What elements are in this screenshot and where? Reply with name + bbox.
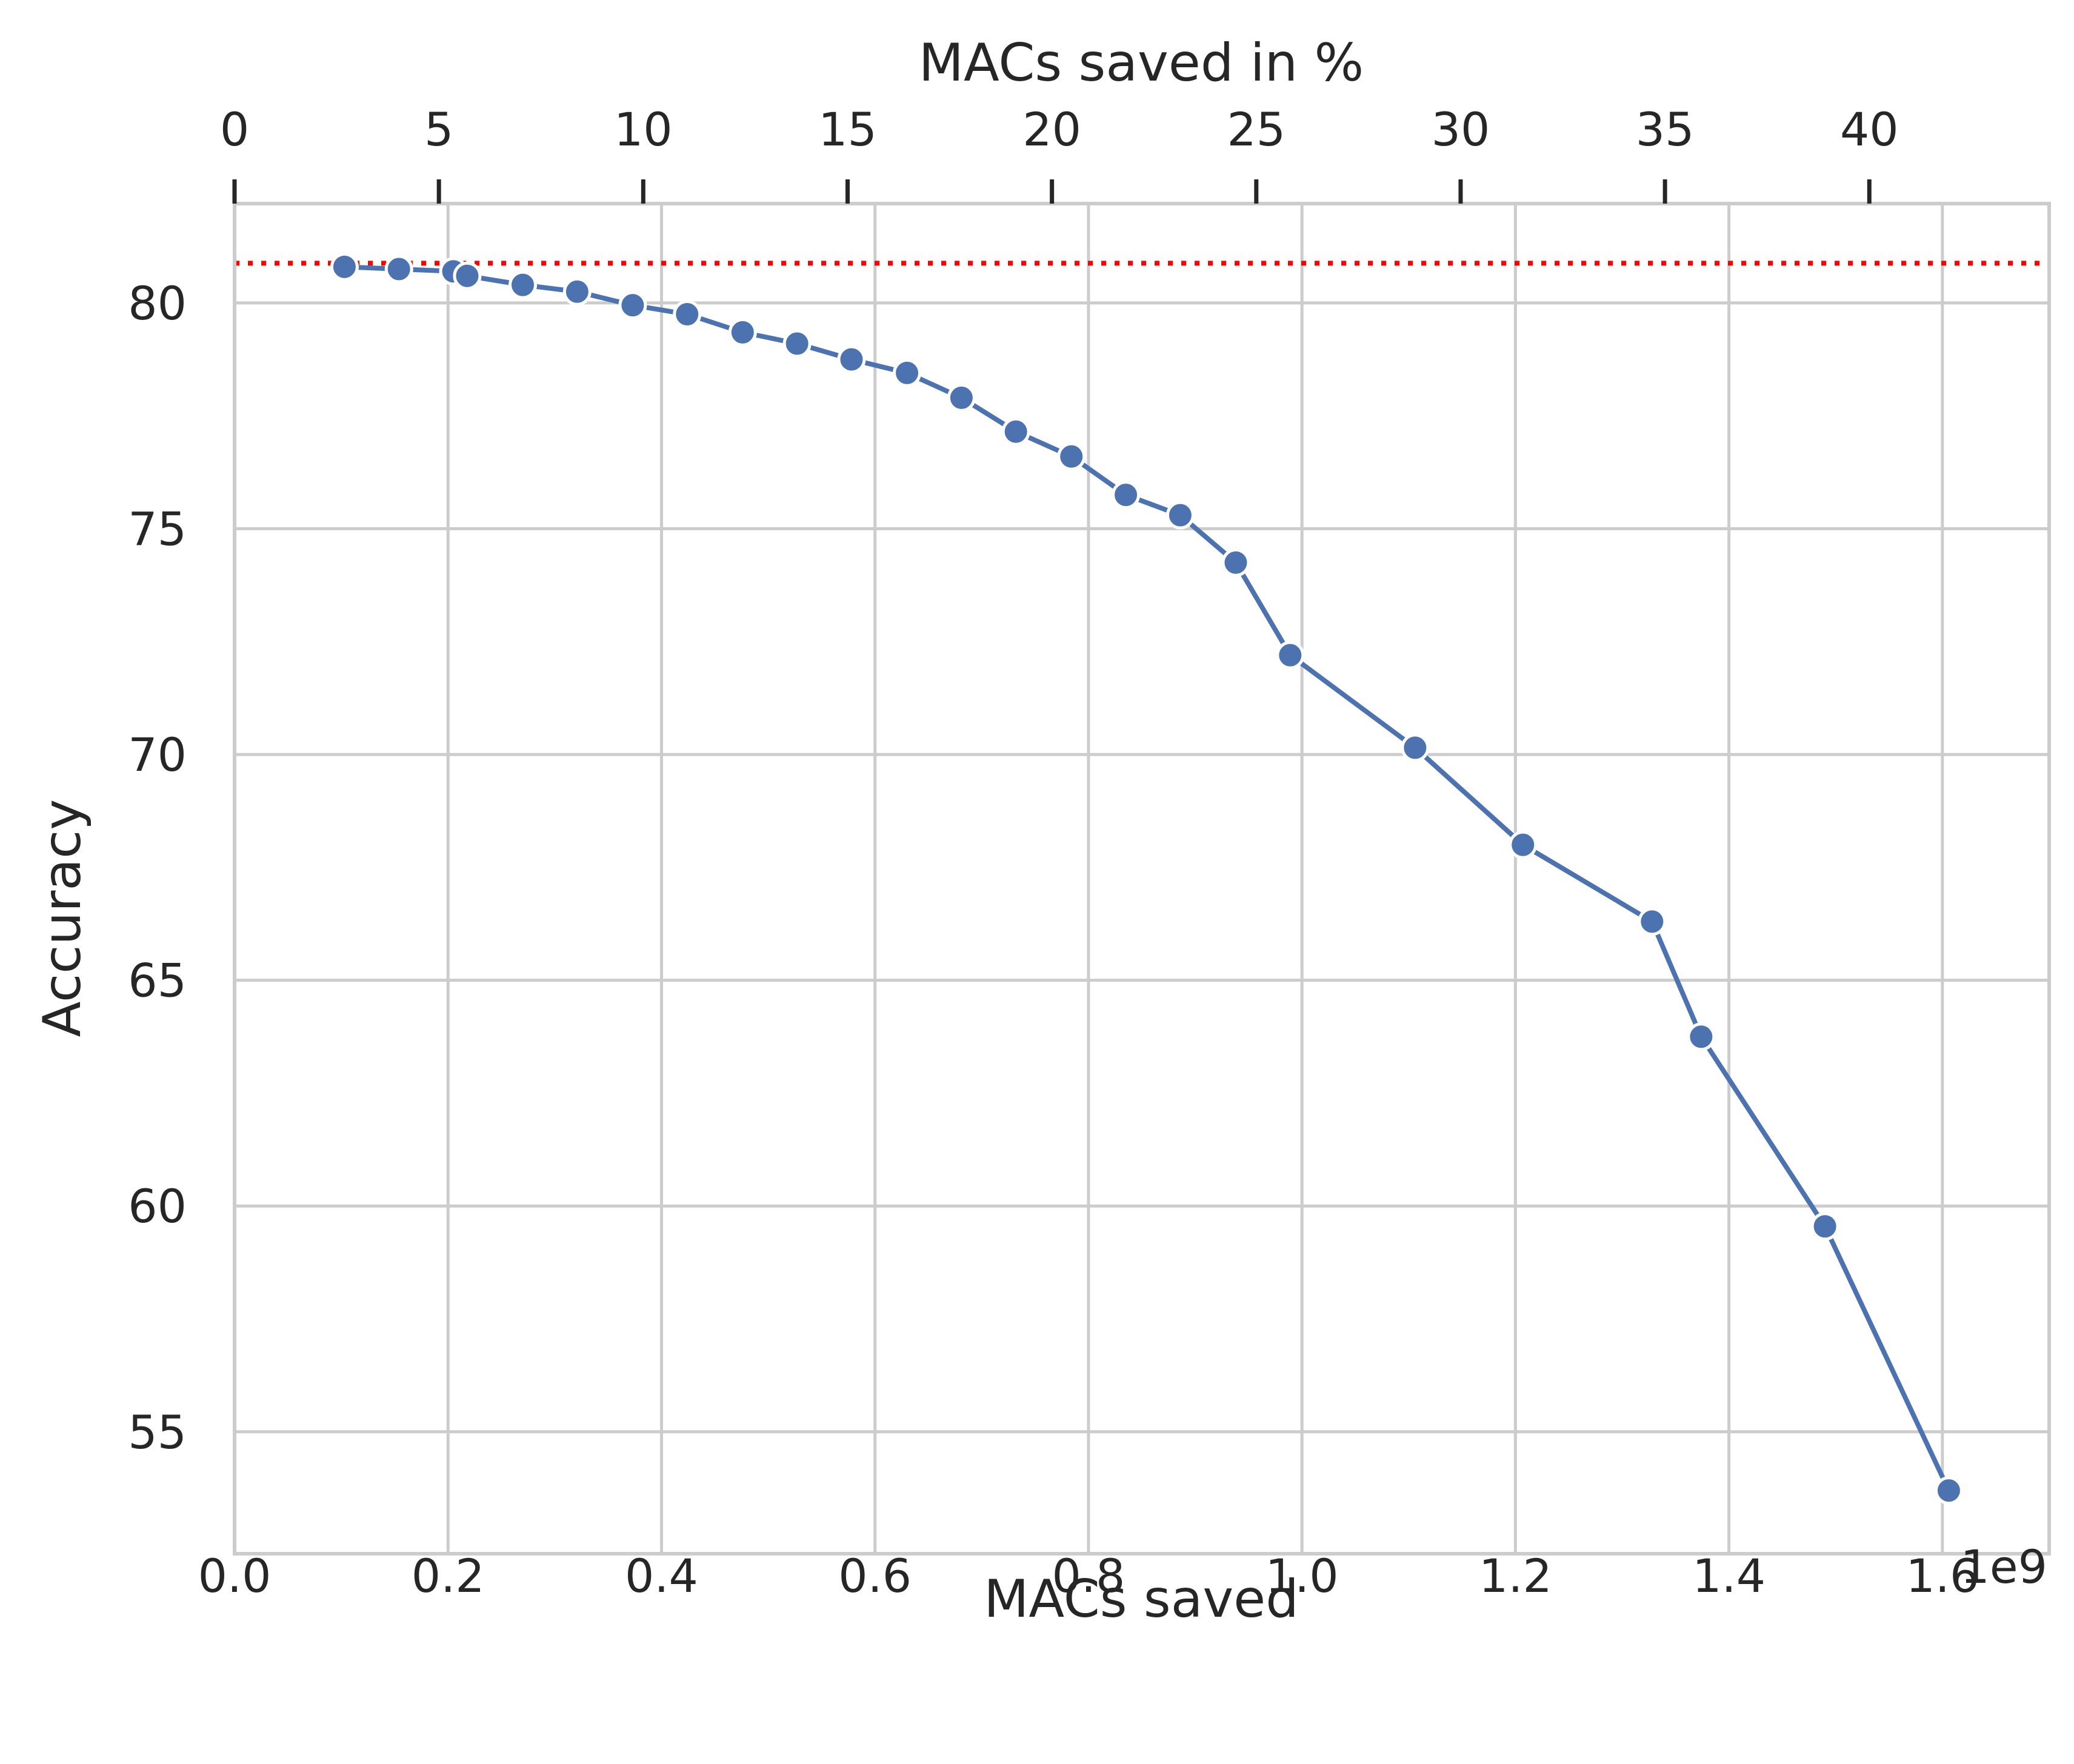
y-tick-label: 75 — [128, 502, 187, 556]
data-point — [562, 277, 592, 306]
data-point — [508, 270, 538, 299]
plot-area-border — [233, 202, 2051, 1556]
y-tick-label: 55 — [128, 1405, 187, 1459]
top-x-tick-label: 0 — [220, 102, 249, 156]
data-point — [453, 261, 482, 290]
data-point — [384, 255, 413, 284]
data-point — [1810, 1212, 1839, 1241]
data-point — [1687, 1022, 1716, 1051]
y-tick-label: 60 — [128, 1179, 187, 1233]
data-point — [1221, 548, 1250, 577]
top-x-tick-label: 40 — [1840, 102, 1899, 156]
x-tick-label: 0.8 — [1052, 1549, 1125, 1603]
x-axis-title: MACs saved — [984, 1569, 1299, 1629]
top-x-tick-label: 10 — [614, 102, 673, 156]
data-point — [1057, 442, 1086, 471]
axes-frame — [233, 202, 2051, 1556]
top-x-tick-label: 20 — [1022, 102, 1081, 156]
x-tick-label: 1.0 — [1265, 1549, 1339, 1603]
data-point — [837, 345, 866, 374]
data-point — [1401, 733, 1430, 762]
data-point — [1001, 417, 1030, 446]
x-offset-label: 1e9 — [1961, 1540, 2047, 1594]
y-axis-title: Accuracy — [32, 799, 93, 1037]
data-point — [728, 318, 757, 347]
tick-labels: 0.0 0.2 0.4 0.6 0.8 1.0 1.2 1.4 1.6 55 60 65 70 75 80 0… — [128, 102, 1979, 1603]
data-point — [1112, 481, 1141, 510]
x-tick-label: 0.6 — [838, 1549, 912, 1603]
x-tick-label: 0.4 — [625, 1549, 698, 1603]
x-tick-label: 0.0 — [198, 1549, 272, 1603]
data-point — [1934, 1476, 1963, 1505]
y-tick-label: 70 — [128, 728, 187, 782]
x-tick-label: 1.2 — [1479, 1549, 1552, 1603]
x-tick-label: 0.2 — [412, 1549, 485, 1603]
top-x-tick-label: 25 — [1227, 102, 1285, 156]
data-point — [782, 329, 812, 358]
grid — [233, 204, 2049, 1554]
top-x-tick-label: 5 — [424, 102, 453, 156]
y-tick-label: 65 — [128, 954, 187, 1008]
series-accuracy — [330, 252, 1963, 1505]
data-point — [947, 383, 976, 412]
top-x-axis-title: MACs saved in % — [919, 33, 1364, 93]
data-point — [1276, 641, 1305, 670]
data-point — [893, 358, 922, 387]
data-point — [673, 300, 702, 329]
data-point — [1638, 907, 1667, 936]
x-tick-label: 1.4 — [1692, 1549, 1766, 1603]
top-x-tick-label: 30 — [1432, 102, 1490, 156]
x-tick-label: 1.6 — [1906, 1549, 1979, 1603]
data-point — [1165, 501, 1195, 530]
top-x-tick-label: 15 — [818, 102, 877, 156]
y-tick-label: 80 — [128, 276, 187, 330]
top-x-tick-label: 35 — [1636, 102, 1695, 156]
data-point — [618, 291, 647, 320]
data-point — [330, 252, 359, 281]
data-point — [1509, 830, 1538, 859]
